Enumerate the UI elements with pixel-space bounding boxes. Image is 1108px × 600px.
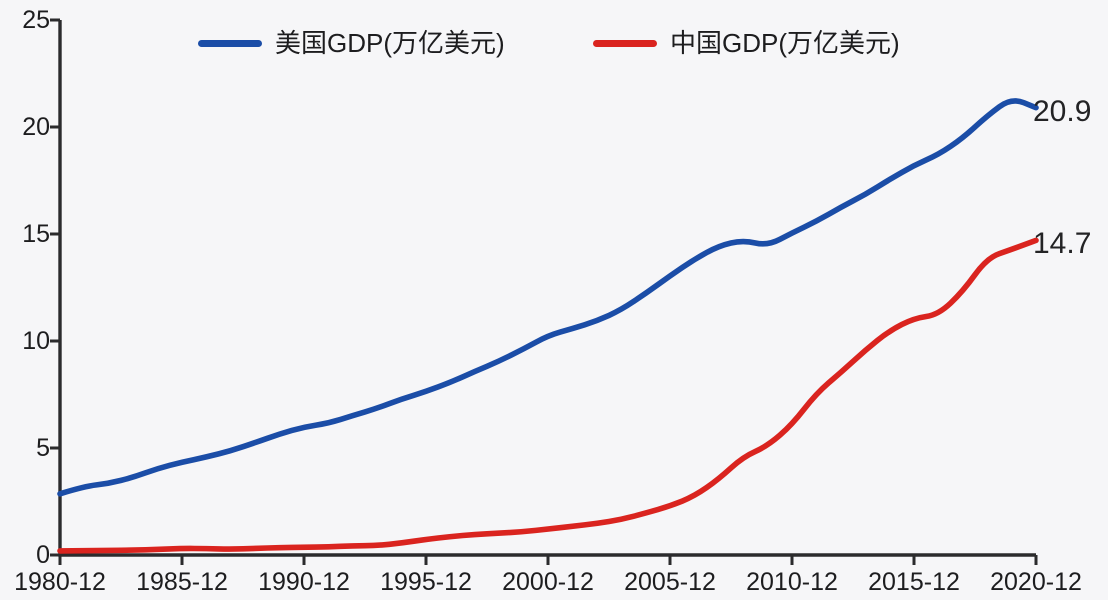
x-tick-label: 2020-12 bbox=[990, 568, 1082, 596]
us-gdp-line bbox=[57, 98, 1039, 497]
axis-lines bbox=[58, 20, 1036, 557]
y-tick-label: 5 bbox=[36, 434, 50, 462]
x-tick-label: 2010-12 bbox=[746, 568, 838, 596]
x-tick-label: 1980-12 bbox=[14, 568, 106, 596]
china-gdp-end-value-label: 14.7 bbox=[1033, 227, 1092, 261]
china-gdp-line bbox=[57, 237, 1039, 554]
y-tick-label: 20 bbox=[22, 113, 50, 141]
y-tick-label: 0 bbox=[36, 541, 50, 569]
x-tick-label: 1995-12 bbox=[380, 568, 472, 596]
x-tick-label: 2005-12 bbox=[624, 568, 716, 596]
us-gdp-end-value-label: 20.9 bbox=[1033, 94, 1092, 128]
x-tick-label: 1985-12 bbox=[136, 568, 228, 596]
y-tick-label: 15 bbox=[22, 220, 50, 248]
y-tick-label: 25 bbox=[22, 6, 50, 34]
x-tick-label: 1990-12 bbox=[258, 568, 350, 596]
x-tick-label: 2000-12 bbox=[502, 568, 594, 596]
y-tick-label: 10 bbox=[22, 327, 50, 355]
x-tick-label: 2015-12 bbox=[868, 568, 960, 596]
